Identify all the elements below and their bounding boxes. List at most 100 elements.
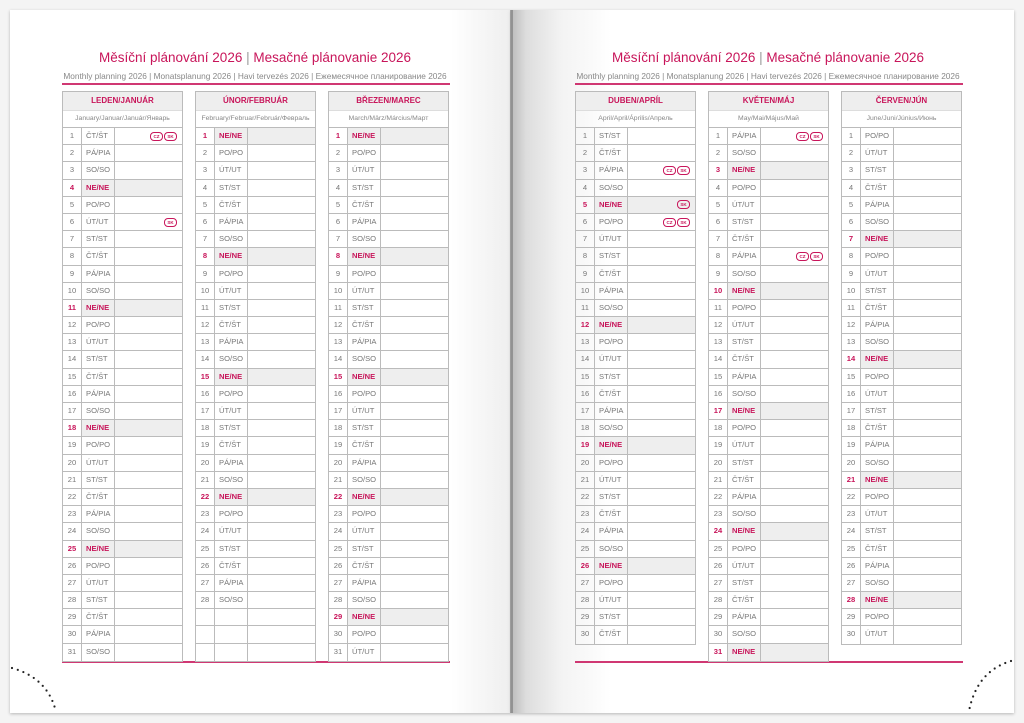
day-row[interactable]: 24 ST/ST — [842, 523, 961, 541]
day-row[interactable]: 8 NE/NE — [196, 248, 315, 266]
day-row[interactable]: 19 PO/PO — [63, 437, 182, 455]
note-cell[interactable] — [628, 541, 695, 557]
note-cell[interactable] — [761, 609, 828, 625]
day-row[interactable]: 6 ST/ST — [709, 213, 828, 232]
day-row[interactable]: 10 ST/ST — [842, 282, 961, 300]
note-cell[interactable] — [628, 609, 695, 625]
note-cell[interactable] — [115, 506, 182, 522]
day-row[interactable]: 22 NE/NE — [329, 488, 448, 507]
day-row[interactable]: 8 ST/ST — [576, 248, 695, 266]
note-cell[interactable]: SK — [115, 214, 182, 230]
day-row[interactable]: 22 ČT/ŠT — [63, 488, 182, 507]
note-cell[interactable] — [761, 489, 828, 505]
note-cell[interactable] — [248, 317, 315, 333]
note-cell[interactable] — [894, 386, 961, 402]
note-cell[interactable] — [628, 420, 695, 436]
day-row[interactable]: 23 PÁ/PIA — [63, 506, 182, 524]
note-cell[interactable] — [628, 455, 695, 471]
note-cell[interactable] — [248, 541, 315, 557]
note-cell[interactable] — [628, 317, 695, 334]
day-row[interactable]: 18 PO/PO — [709, 420, 828, 438]
day-row[interactable]: 25 ST/ST — [329, 540, 448, 558]
day-row[interactable]: 26 PÁ/PIA — [842, 557, 961, 575]
day-row[interactable]: 13 PÁ/PIA — [329, 334, 448, 352]
note-cell[interactable] — [248, 197, 315, 213]
day-row[interactable]: 24 ÚT/UT — [196, 523, 315, 541]
note-cell[interactable] — [381, 609, 448, 626]
note-cell[interactable] — [248, 575, 315, 591]
note-cell[interactable] — [115, 626, 182, 642]
day-row[interactable]: 15 PÁ/PIA — [709, 368, 828, 386]
note-cell[interactable] — [248, 128, 315, 145]
day-row[interactable]: 24 NE/NE — [709, 523, 828, 541]
note-cell[interactable] — [381, 523, 448, 539]
note-cell[interactable] — [248, 437, 315, 453]
note-cell[interactable] — [115, 351, 182, 367]
note-cell[interactable] — [115, 437, 182, 453]
note-cell[interactable] — [894, 283, 961, 299]
day-row[interactable]: 26 PO/PO — [63, 557, 182, 575]
day-row[interactable]: 25 ČT/ŠT — [842, 540, 961, 558]
day-row[interactable]: 15 NE/NE — [329, 368, 448, 386]
day-row[interactable]: 21 ÚT/UT — [576, 471, 695, 489]
day-row[interactable]: 27 PÁ/PIA — [196, 574, 315, 593]
day-row[interactable]: 19 ČT/ŠT — [196, 437, 315, 455]
day-row[interactable]: 26 ČT/ŠT — [329, 557, 448, 575]
note-cell[interactable] — [894, 197, 961, 213]
note-cell[interactable] — [115, 266, 182, 282]
note-cell[interactable] — [381, 592, 448, 608]
day-row[interactable]: 18 NE/NE — [63, 420, 182, 438]
day-row[interactable]: 30 ČT/ŠT — [576, 626, 695, 644]
note-cell[interactable] — [761, 575, 828, 591]
day-row[interactable]: 23 ČT/ŠT — [576, 506, 695, 524]
day-row[interactable]: 19 NE/NE — [576, 437, 695, 455]
day-row[interactable]: 16 ČT/ŠT — [576, 385, 695, 403]
day-row[interactable]: 18 SO/SO — [576, 420, 695, 438]
note-cell[interactable] — [894, 248, 961, 264]
day-row[interactable]: 25 ST/ST — [196, 540, 315, 558]
note-cell[interactable] — [381, 317, 448, 333]
note-cell[interactable] — [628, 266, 695, 282]
day-row[interactable]: 23 PO/PO — [196, 506, 315, 524]
note-cell[interactable] — [115, 455, 182, 471]
note-cell[interactable] — [115, 386, 182, 402]
day-row[interactable]: 17 NE/NE — [709, 403, 828, 421]
day-row[interactable] — [196, 609, 315, 627]
note-cell[interactable] — [761, 506, 828, 522]
note-cell[interactable] — [628, 334, 695, 350]
day-row[interactable]: 25 PO/PO — [709, 540, 828, 558]
note-cell[interactable] — [381, 266, 448, 282]
note-cell[interactable] — [115, 162, 182, 178]
day-row[interactable]: 22 ST/ST — [576, 488, 695, 507]
note-cell[interactable] — [894, 471, 961, 488]
day-row[interactable]: 10 PÁ/PIA — [576, 282, 695, 300]
note-cell[interactable] — [115, 609, 182, 625]
note-cell[interactable] — [115, 369, 182, 385]
note-cell[interactable] — [115, 420, 182, 437]
note-cell[interactable] — [381, 386, 448, 402]
note-cell[interactable] — [248, 214, 315, 230]
day-row[interactable]: 2 SO/SO — [709, 145, 828, 163]
day-row[interactable]: 2 PÁ/PIA — [63, 145, 182, 163]
note-cell[interactable] — [115, 523, 182, 539]
day-row[interactable]: 17 ÚT/UT — [329, 403, 448, 421]
day-row[interactable]: 13 ST/ST — [709, 334, 828, 352]
day-row[interactable]: 17 ST/ST — [842, 403, 961, 421]
note-cell[interactable] — [115, 179, 182, 196]
note-cell[interactable] — [894, 162, 961, 178]
day-row[interactable]: 18 ST/ST — [196, 420, 315, 438]
day-row[interactable]: 23 ÚT/UT — [842, 506, 961, 524]
day-row[interactable]: 3 ST/ST — [842, 162, 961, 180]
day-row[interactable]: 4 SO/SO — [576, 179, 695, 197]
day-row[interactable]: 7 NE/NE — [842, 231, 961, 249]
note-cell[interactable] — [381, 455, 448, 471]
note-cell[interactable] — [628, 403, 695, 419]
day-row[interactable]: 2 PO/PO — [329, 145, 448, 163]
note-cell[interactable] — [628, 489, 695, 505]
day-row[interactable]: 30 ÚT/UT — [842, 626, 961, 644]
day-row[interactable]: 29 ČT/ŠT — [63, 609, 182, 627]
note-cell[interactable] — [381, 541, 448, 557]
day-row[interactable]: 14 ST/ST — [63, 351, 182, 369]
note-cell[interactable] — [381, 128, 448, 145]
note-cell[interactable] — [115, 644, 182, 661]
